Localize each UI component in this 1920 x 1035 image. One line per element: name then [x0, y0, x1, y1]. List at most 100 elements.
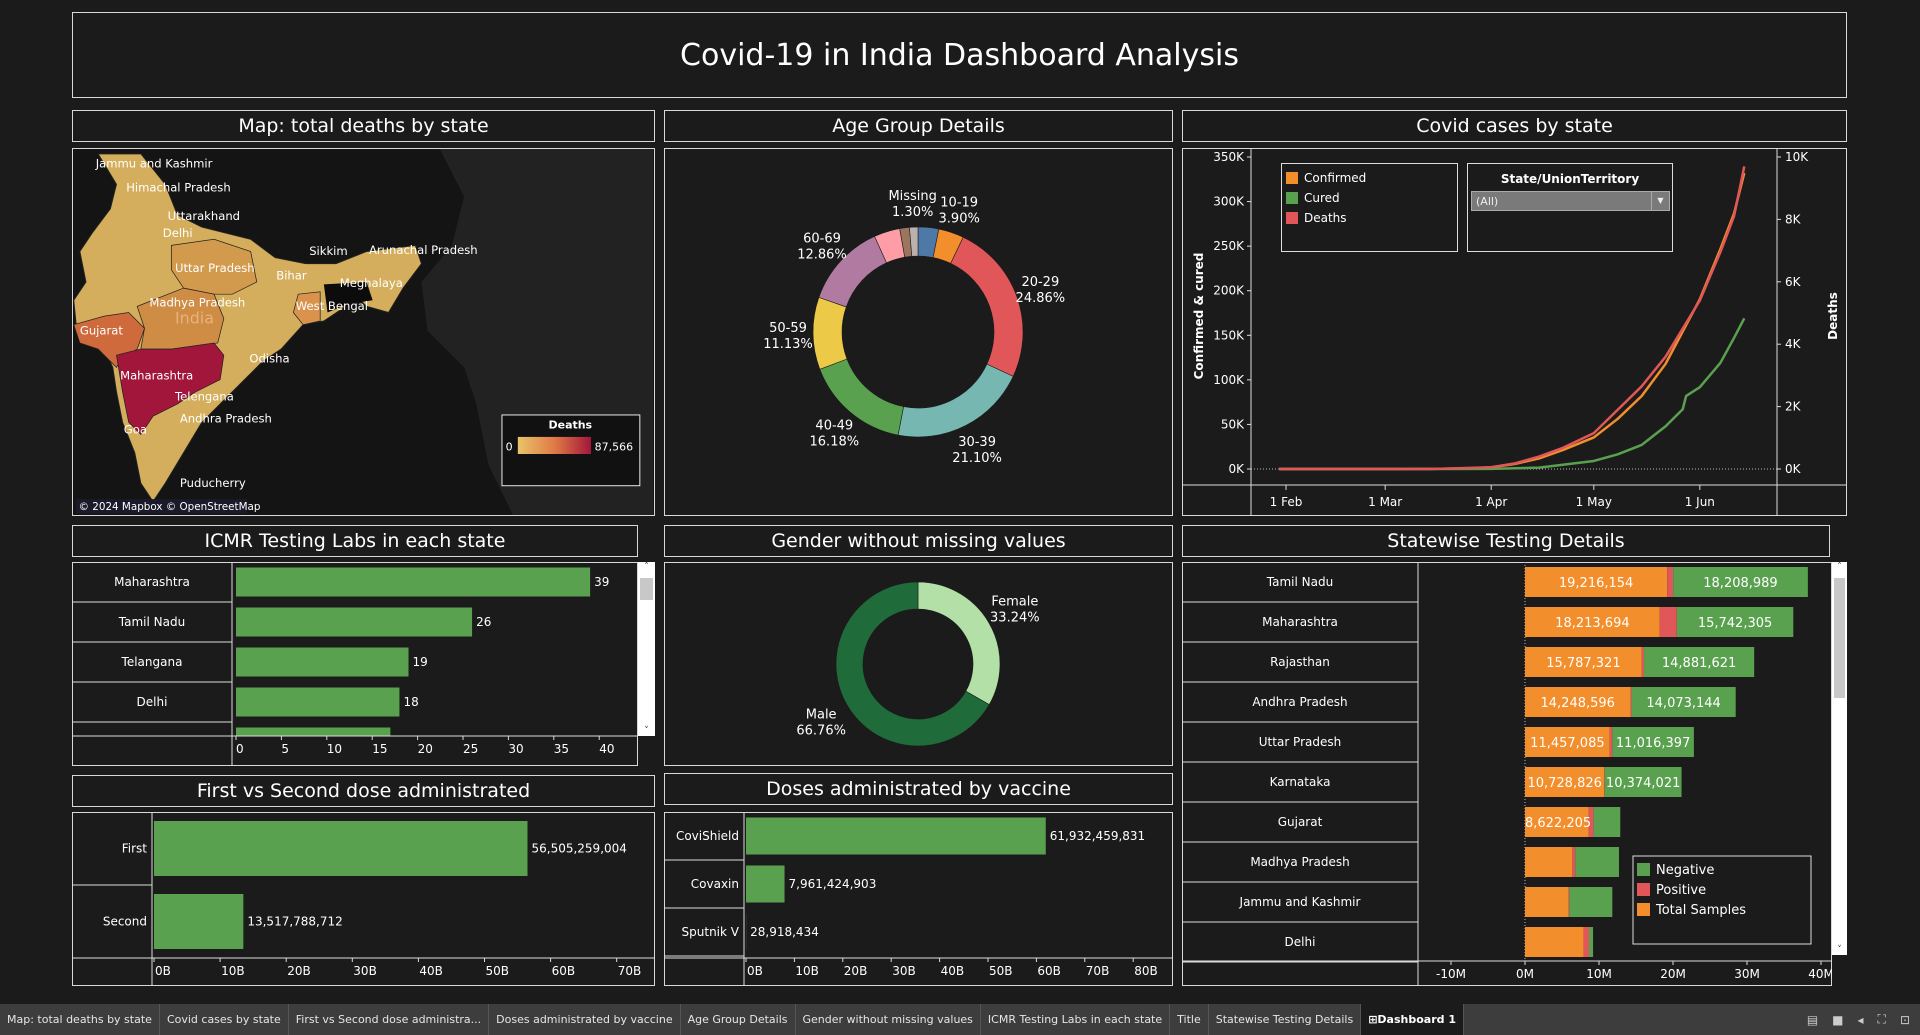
bar-segment-positive[interactable]: [1568, 887, 1570, 917]
grid-view-icon[interactable]: ▤: [1806, 1012, 1819, 1027]
donut-segment[interactable]: [812, 296, 848, 370]
sheet-tab[interactable]: Map: total deaths by state: [0, 1004, 160, 1035]
sheet-tab[interactable]: Covid cases by state: [160, 1004, 289, 1035]
covid-line-chart[interactable]: 0K 50K 100K 150K 200K 250K 300K 350K 0K 2K 4K 6K 8K 1…: [1182, 148, 1847, 516]
bar-segment-negative[interactable]: [1589, 927, 1594, 957]
legend-item[interactable]: Deaths: [1286, 208, 1453, 228]
bar-segment-negative[interactable]: [1593, 807, 1621, 837]
icmr-scrollbar[interactable]: ˄ ˅: [638, 562, 655, 736]
age-panel: [664, 148, 1173, 516]
x-tick-label: 20M: [1660, 967, 1686, 981]
scroll-up-icon[interactable]: ˄: [644, 562, 649, 572]
bar[interactable]: [154, 821, 528, 876]
map-state-label: Odisha: [249, 351, 289, 365]
legend-item[interactable]: Cured: [1286, 188, 1453, 208]
bar-segment-positive[interactable]: [1659, 607, 1677, 637]
india-map[interactable]: Jammu and Kashmir Himachal Pradesh Uttarak…: [73, 149, 654, 515]
statewise-bar-chart[interactable]: Tamil Nadu 19,216,154 18,208,989 Maharashtr…: [1182, 562, 1832, 986]
segment-percent: 1.30%: [892, 205, 933, 220]
map-panel[interactable]: Jammu and Kashmir Himachal Pradesh Uttarak…: [72, 148, 655, 516]
state-madhya-pradesh[interactable]: [136, 287, 225, 350]
bar-segment-positive[interactable]: [1667, 567, 1674, 597]
sheet-tab[interactable]: Age Group Details: [681, 1004, 796, 1035]
sheet-tab[interactable]: ⊞ Dashboard 1: [1361, 1004, 1464, 1035]
scrollbar-thumb[interactable]: [640, 578, 653, 600]
icmr-bar-chart[interactable]: Maharashtra 39 Tamil Nadu 26 Telangana 19 Delh…: [72, 562, 638, 766]
bar-segment-total[interactable]: [1525, 927, 1584, 957]
scroll-down-icon[interactable]: ˅: [1837, 945, 1842, 955]
present-icon[interactable]: ⊡: [1899, 1012, 1910, 1027]
x-tick-label: 70B: [618, 964, 642, 978]
bar-segment-negative[interactable]: [1676, 607, 1794, 637]
donut-segment[interactable]: [835, 581, 990, 747]
bar-segment-total[interactable]: [1525, 767, 1605, 797]
chevron-down-icon[interactable]: ▼: [1651, 192, 1669, 210]
bar-segment-total[interactable]: [1525, 887, 1569, 917]
bar-segment-negative[interactable]: [1644, 647, 1755, 677]
legend-item[interactable]: Confirmed: [1286, 168, 1453, 188]
donut-segment[interactable]: [950, 236, 1024, 377]
sheet-tab[interactable]: Title: [1170, 1004, 1209, 1035]
bar-segment-positive[interactable]: [1609, 727, 1613, 757]
bar-segment-positive[interactable]: [1588, 807, 1594, 837]
series-line-cured[interactable]: [1279, 317, 1746, 471]
scrollbar-thumb[interactable]: [1834, 578, 1845, 698]
bar[interactable]: [236, 727, 391, 757]
bar-segment-negative[interactable]: [1673, 567, 1808, 597]
first-second-panel-title: First vs Second dose administrated: [72, 775, 655, 807]
series-line-deaths[interactable]: [1279, 166, 1746, 471]
vaccine-bar-chart[interactable]: CoviShield 61,932,459,831 Covaxin 7,961,424…: [664, 812, 1173, 986]
state-maharashtra[interactable]: [116, 342, 225, 436]
sheet-tab[interactable]: Statewise Testing Details: [1209, 1004, 1362, 1035]
statewise-scrollbar[interactable]: ˄ ˅: [1832, 562, 1847, 955]
scroll-down-icon[interactable]: ˅: [644, 726, 649, 736]
sheet-tab[interactable]: ICMR Testing Labs in each state: [981, 1004, 1171, 1035]
map-state-label: Andhra Pradesh: [180, 411, 272, 425]
bar-segment-total[interactable]: [1525, 607, 1660, 637]
state-west-bengal[interactable]: [292, 291, 321, 326]
legend-label[interactable]: Negative: [1656, 863, 1714, 878]
prev-icon[interactable]: ◂: [1857, 1012, 1864, 1027]
y-tick-label: 50K: [1221, 417, 1245, 431]
donut-segment[interactable]: [897, 363, 1014, 438]
bar-segment-positive[interactable]: [1630, 687, 1632, 717]
legend-label[interactable]: Total Samples: [1655, 903, 1746, 918]
bar[interactable]: [236, 687, 400, 717]
bar-segment-total[interactable]: [1525, 567, 1668, 597]
sheet-tab[interactable]: First vs Second dose administra...: [289, 1004, 490, 1035]
bar[interactable]: [746, 817, 1046, 855]
bar-segment-total[interactable]: [1525, 647, 1642, 677]
fullscreen-icon[interactable]: ⛶: [1877, 1012, 1886, 1026]
legend-label[interactable]: Positive: [1656, 883, 1706, 898]
bar-segment-total[interactable]: [1525, 687, 1631, 717]
bar-segment-negative[interactable]: [1604, 767, 1682, 797]
bar-segment-negative[interactable]: [1569, 887, 1613, 917]
donut-segment[interactable]: [909, 226, 919, 257]
map-attribution[interactable]: © 2024 Mapbox © OpenStreetMap: [79, 501, 261, 513]
scroll-up-icon[interactable]: ˄: [1837, 562, 1842, 572]
sheet-tab[interactable]: Doses administrated by vaccine: [489, 1004, 681, 1035]
bar[interactable]: [236, 607, 473, 637]
bar-segment-total[interactable]: [1525, 807, 1589, 837]
state-filter-dropdown[interactable]: (All) ▼: [1471, 191, 1670, 211]
bar-segment-total[interactable]: [1525, 727, 1610, 757]
bar[interactable]: [154, 894, 244, 949]
bar-segment-positive[interactable]: [1641, 647, 1645, 677]
bar[interactable]: [236, 647, 409, 677]
bar-segment-negative[interactable]: [1612, 727, 1694, 757]
bar-segment-negative[interactable]: [1575, 847, 1619, 877]
bar[interactable]: [236, 567, 591, 597]
bar-segment-negative[interactable]: [1631, 687, 1736, 717]
sheet-tab[interactable]: Gender without missing values: [796, 1004, 981, 1035]
bar[interactable]: [746, 865, 785, 903]
first-second-bar-chart[interactable]: First 56,505,259,004 Second 13,517,788,712 0…: [72, 812, 655, 986]
bar-segment-positive[interactable]: [1572, 847, 1576, 877]
india-states-low[interactable]: [73, 153, 422, 503]
single-view-icon[interactable]: ■: [1832, 1012, 1844, 1027]
bar-segment-positive[interactable]: [1583, 927, 1590, 957]
state-uttar-pradesh[interactable]: [170, 238, 258, 295]
bar-segment-total[interactable]: [1525, 847, 1573, 877]
donut-segment[interactable]: [917, 581, 1001, 705]
